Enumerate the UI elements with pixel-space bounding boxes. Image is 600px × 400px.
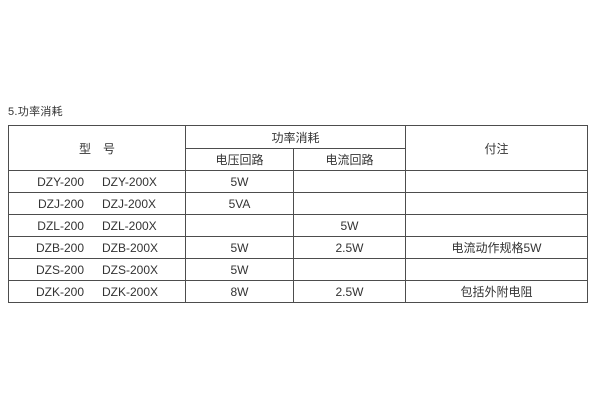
model-variant: DZL-200X <box>101 218 157 233</box>
table-row: DZL-200 DZL-200X 5W <box>8 214 589 237</box>
voltage-cell: 8W <box>185 280 294 303</box>
note-cell <box>405 258 589 281</box>
note-cell <box>405 170 589 193</box>
model-base: DZL-200 <box>37 218 84 233</box>
header-power-group: 功率消耗 <box>184 125 407 149</box>
model-base: DZS-200 <box>35 262 84 277</box>
power-consumption-table: 型 号 功率消耗 付注 电压回路 电流回路 DZY-200 DZY-200X 5… <box>8 125 589 303</box>
current-cell: 2.5W <box>292 236 407 259</box>
voltage-cell: 5VA <box>185 192 294 215</box>
header-current-circuit: 电流回路 <box>292 148 407 171</box>
model-base: DZY-200 <box>37 174 84 189</box>
table-row: DZK-200 DZK-200X 8W 2.5W 包括外附电阻 <box>8 280 589 303</box>
current-cell <box>292 192 407 215</box>
table-row: DZJ-200 DZJ-200X 5VA <box>8 192 589 215</box>
model-cell: DZL-200 DZL-200X <box>8 214 186 237</box>
model-cell: DZS-200 DZS-200X <box>8 258 186 281</box>
note-cell <box>405 192 589 215</box>
voltage-cell: 5W <box>185 170 294 193</box>
note-cell <box>405 214 589 237</box>
voltage-cell: 5W <box>185 236 294 259</box>
model-variant: DZK-200X <box>102 284 159 299</box>
table-row: DZY-200 DZY-200X 5W <box>8 170 589 193</box>
current-cell <box>292 258 407 281</box>
current-cell <box>292 170 407 193</box>
model-cell: DZK-200 DZK-200X <box>8 280 186 303</box>
voltage-cell: 5W <box>185 258 294 281</box>
model-cell: DZB-200 DZB-200X <box>8 236 186 259</box>
note-cell: 电流动作规格5W <box>405 236 589 259</box>
current-cell: 2.5W <box>292 280 407 303</box>
model-variant: DZY-200X <box>102 174 157 189</box>
section-title: 5.功率消耗 <box>8 106 63 118</box>
model-variant: DZB-200X <box>102 240 159 255</box>
model-variant: DZJ-200X <box>101 196 157 211</box>
model-variant: DZS-200X <box>102 262 159 277</box>
model-cell: DZY-200 DZY-200X <box>8 170 186 193</box>
table-row: DZS-200 DZS-200X 5W <box>8 258 589 281</box>
header-voltage-circuit: 电压回路 <box>185 148 294 171</box>
model-base: DZB-200 <box>35 240 84 255</box>
header-notes: 付注 <box>405 125 589 171</box>
model-base: DZJ-200 <box>37 196 84 211</box>
header-model: 型 号 <box>8 125 186 171</box>
header-row-top: 型 号 功率消耗 付注 <box>8 125 589 171</box>
voltage-cell <box>185 214 294 237</box>
model-cell: DZJ-200 DZJ-200X <box>8 192 186 215</box>
table-row: DZB-200 DZB-200X 5W 2.5W 电流动作规格5W <box>8 236 589 259</box>
model-base: DZK-200 <box>35 284 84 299</box>
current-cell: 5W <box>292 214 407 237</box>
note-cell: 包括外附电阻 <box>405 280 589 303</box>
